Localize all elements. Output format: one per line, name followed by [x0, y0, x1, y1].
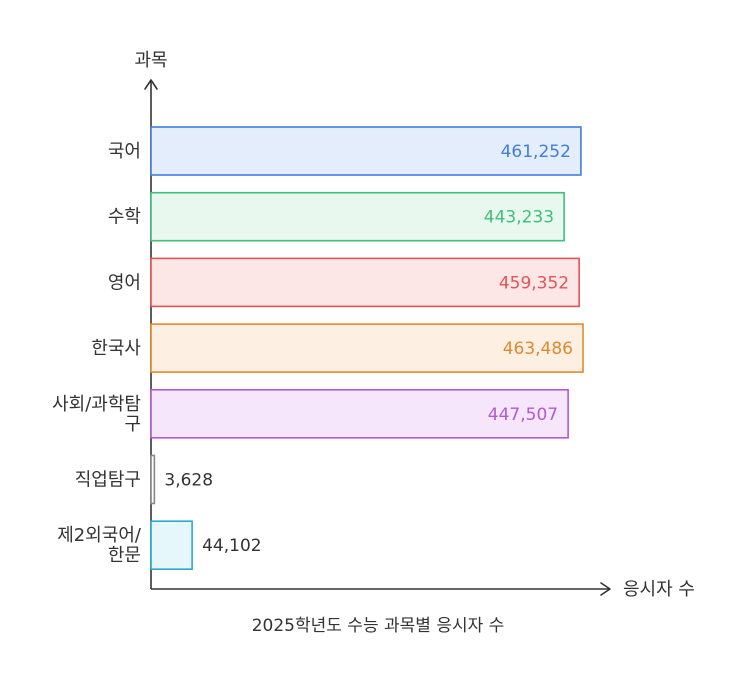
value-label: 3,628	[164, 471, 213, 491]
category-label: 직업탐구	[75, 470, 141, 491]
category-label-line: 국어	[108, 141, 141, 162]
category-label-line: 한문	[108, 545, 141, 566]
x-axis-title: 응시자 수	[623, 579, 695, 600]
value-label: 443,233	[484, 208, 554, 228]
value-label: 459,352	[499, 273, 569, 293]
bar	[150, 257, 580, 308]
category-label-line: 제2외국어/	[57, 525, 142, 546]
category-label: 수학	[108, 207, 141, 228]
bar	[150, 520, 193, 571]
category-label-line: 구	[124, 414, 141, 435]
category-label: 제2외국어/한문	[57, 525, 142, 566]
category-label-line: 사회/과학탐	[52, 394, 141, 415]
bar	[150, 454, 156, 505]
value-label: 447,507	[488, 405, 558, 425]
category-label: 국어	[108, 141, 141, 162]
category-label: 한국사	[91, 338, 141, 359]
category-label-line: 수학	[108, 207, 141, 228]
value-label: 461,252	[501, 142, 571, 162]
category-label: 영어	[108, 272, 141, 293]
bar	[150, 126, 582, 176]
bar	[150, 323, 584, 373]
category-label: 사회/과학탐 구	[52, 394, 141, 435]
value-label: 463,486	[503, 339, 573, 359]
bar	[150, 191, 565, 242]
value-label: 44,102	[202, 536, 261, 556]
y-axis-title: 과목	[134, 50, 167, 71]
bar	[150, 388, 569, 439]
chart-title: 2025학년도 수능 과목별 응시자 수	[252, 616, 505, 636]
category-label-line: 한국사	[91, 338, 141, 359]
bars-group: 461,252 국어 443,233 수학 459,352 영어 463,486 한국사 447…	[52, 126, 584, 571]
category-label-line: 직업탐구	[75, 470, 141, 491]
x-axis-arrow	[600, 582, 611, 596]
y-axis-arrow	[144, 79, 158, 90]
category-label-line: 영어	[108, 272, 141, 293]
